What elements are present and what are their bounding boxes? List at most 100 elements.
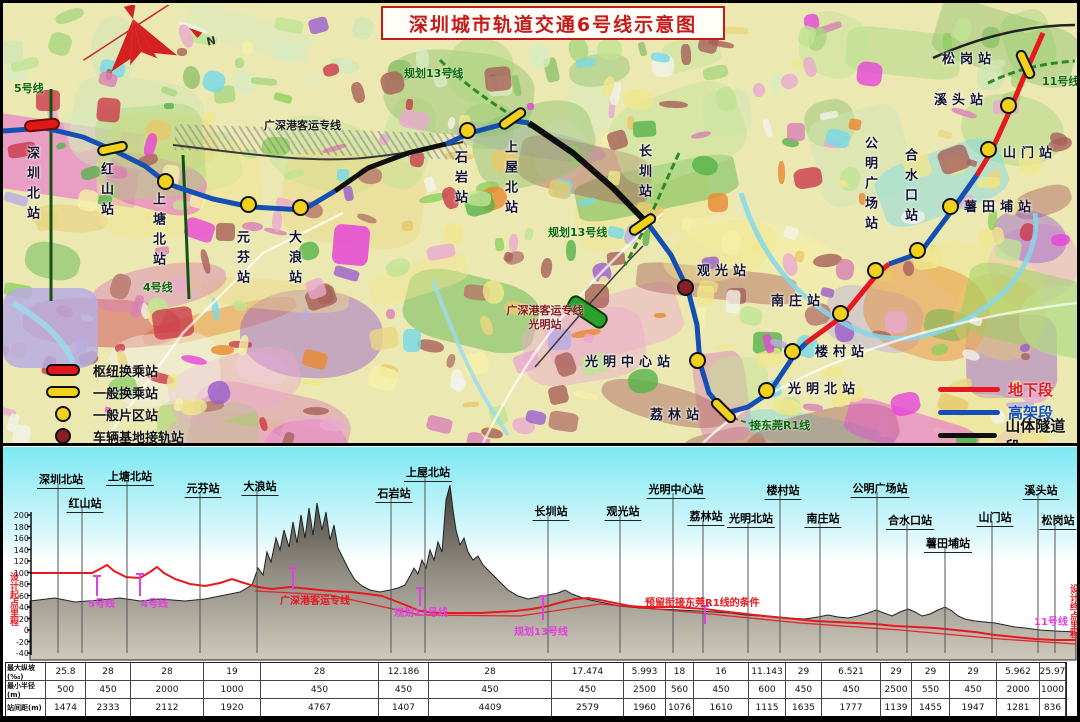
profile-station-label: 合水口站 [886, 509, 934, 530]
line-swatch-icon [938, 387, 1000, 392]
y-axis-tick-label: 40 [18, 603, 29, 612]
profile-station-name: 光明北站 [727, 510, 775, 528]
line6-elevated-segment [646, 223, 808, 416]
profile-station-label: 上塘北站 [106, 465, 154, 486]
station-leader-lines [27, 476, 1056, 654]
line6-elevated-segment [444, 118, 530, 147]
profile-station-label: 楼村站 [764, 479, 802, 500]
map-line-label: 5号线 [14, 82, 44, 95]
table-value-cell: 16 [694, 663, 749, 681]
profile-station-label: 溪头站 [1022, 479, 1060, 500]
profile-station-name: 上屋北站 [404, 464, 452, 482]
profile-station-name: 山门站 [976, 509, 1014, 527]
map-station-marker-district [783, 342, 801, 360]
table-value-cell: 2500 [881, 681, 912, 699]
table-value-cell: 1777 [822, 699, 881, 716]
line11-line [987, 59, 1076, 85]
map-section: 广深港客运专线 光明站 N 深圳城市轨道交通6号线示意图 枢纽换乘站 一般换乘站一… [3, 3, 1077, 443]
profile-station-label: 荔林站 [687, 505, 725, 526]
profile-annotation: 4号线 [141, 599, 168, 610]
alignment-profile-line [30, 563, 1076, 641]
line-swatch-icon [938, 433, 998, 438]
y-axis-tick-label: 120 [13, 557, 29, 566]
table-row-label: 最大纵坡(‰) [6, 663, 46, 681]
profile-station-name: 溪头站 [1022, 482, 1060, 500]
profile-station-name: 合水口站 [886, 512, 934, 530]
table-value-cell: 600 [749, 681, 786, 699]
map-line-label: 4号线 [143, 281, 173, 294]
legend-station-type-row: 车辆基地接轨站 [43, 425, 184, 443]
profile-station-name: 长圳站 [532, 503, 570, 521]
table-value-cell: 2579 [552, 699, 624, 716]
map-line-label: 广深港客运专线 [264, 119, 341, 132]
profile-station-name: 元芬站 [184, 480, 222, 498]
y-axis-tick-label: 180 [13, 522, 29, 532]
profile-station-name: 光明中心站 [646, 481, 706, 499]
legend-line-type-label: 地下段 [1008, 381, 1054, 399]
crossing-markers [93, 567, 709, 624]
map-station-label: 公明广场站 [862, 136, 877, 236]
table-value-cell: 4409 [429, 699, 552, 716]
table-value-cell: 5.962 [997, 663, 1040, 681]
svg-text:N: N [205, 34, 215, 49]
profile-station-label: 光明中心站 [646, 478, 706, 499]
table-value-cell: 28 [261, 663, 379, 681]
table-value-cell: 17.474 [552, 663, 624, 681]
profile-annotation: 规划13号线 [394, 608, 448, 619]
table-value-cell: 1474 [46, 699, 86, 716]
legend-station-type-row: 一般片区站 [43, 403, 184, 425]
profile-station-name: 大浪站 [241, 478, 279, 496]
table-value-cell: 450 [786, 681, 822, 699]
map-station-label: 溪头站 [934, 93, 989, 108]
road-line [101, 211, 344, 443]
end-chainage-label: 设计终点里程 [1068, 584, 1077, 638]
table-value-cell: 11.143 [749, 663, 786, 681]
map-line-label: 接东莞R1线 [750, 419, 811, 432]
table-value-cell: 1960 [624, 699, 666, 716]
hsr-guangming-label-line1: 广深港客运专线 [506, 304, 584, 317]
profile-station-name: 石岩站 [375, 485, 413, 503]
table-value-cell: 25.97 [1040, 663, 1066, 681]
table-value-cell: 450 [950, 681, 997, 699]
map-station-label: 红山站 [98, 162, 113, 222]
map-station-label: 上塘北站 [150, 192, 165, 272]
map-station-label: 光明中心站 [585, 355, 676, 370]
map-station-label: 南庄站 [771, 294, 826, 309]
y-axis-tick-label: 80 [18, 580, 29, 589]
profile-station-name: 荔林站 [687, 508, 725, 526]
table-value-cell: 2500 [624, 681, 666, 699]
profile-station-label: 南庄站 [804, 507, 842, 528]
map-station-marker-district [458, 121, 476, 139]
y-axis-tick-label: 60 [18, 591, 29, 601]
line6-elevated-segment [888, 173, 980, 267]
table-value-cell: 450 [552, 681, 624, 699]
profile-station-label: 红山站 [66, 492, 104, 513]
line13-planned-line [623, 152, 681, 266]
page-title: 深圳城市轨道交通6号线示意图 [408, 13, 698, 36]
profile-annotation: 规划13号线 [514, 627, 568, 638]
table-value-cell: 6.521 [822, 663, 881, 681]
table-row-label: 站间距(m) [6, 699, 46, 716]
table-value-cell: 1115 [749, 699, 786, 716]
table-value-cell: 2112 [131, 699, 204, 716]
profile-station-name: 南庄站 [804, 510, 842, 528]
table-value-cell: 1281 [997, 699, 1040, 716]
table-value-cell: 29 [786, 663, 822, 681]
circle-swatch-icon [55, 406, 71, 422]
y-axis-tick-label: 140 [13, 545, 29, 555]
map-station-label: 荔林站 [650, 408, 705, 423]
y-axis-tick-label: 100 [13, 568, 29, 578]
profile-station-label: 松岗站 [1039, 509, 1077, 530]
table-value-cell: 28 [429, 663, 552, 681]
legend-line-type-row: 高架段 [938, 401, 1077, 424]
legend-shape-cell [43, 386, 83, 398]
map-station-label: 大浪站 [286, 230, 301, 290]
legend-line-type-row: 山体隧道段 [938, 417, 1077, 443]
hsr-guangming-label-line2: 光明站 [528, 318, 562, 331]
profile-station-name: 公明广场站 [850, 480, 910, 498]
legend-line-type-label: 山体隧道段 [1005, 416, 1066, 444]
table-value-cell: 28 [86, 663, 131, 681]
table-value-cell: 1000 [1040, 681, 1066, 699]
map-station-marker-district [239, 195, 257, 213]
table-value-cell: 4767 [261, 699, 379, 716]
